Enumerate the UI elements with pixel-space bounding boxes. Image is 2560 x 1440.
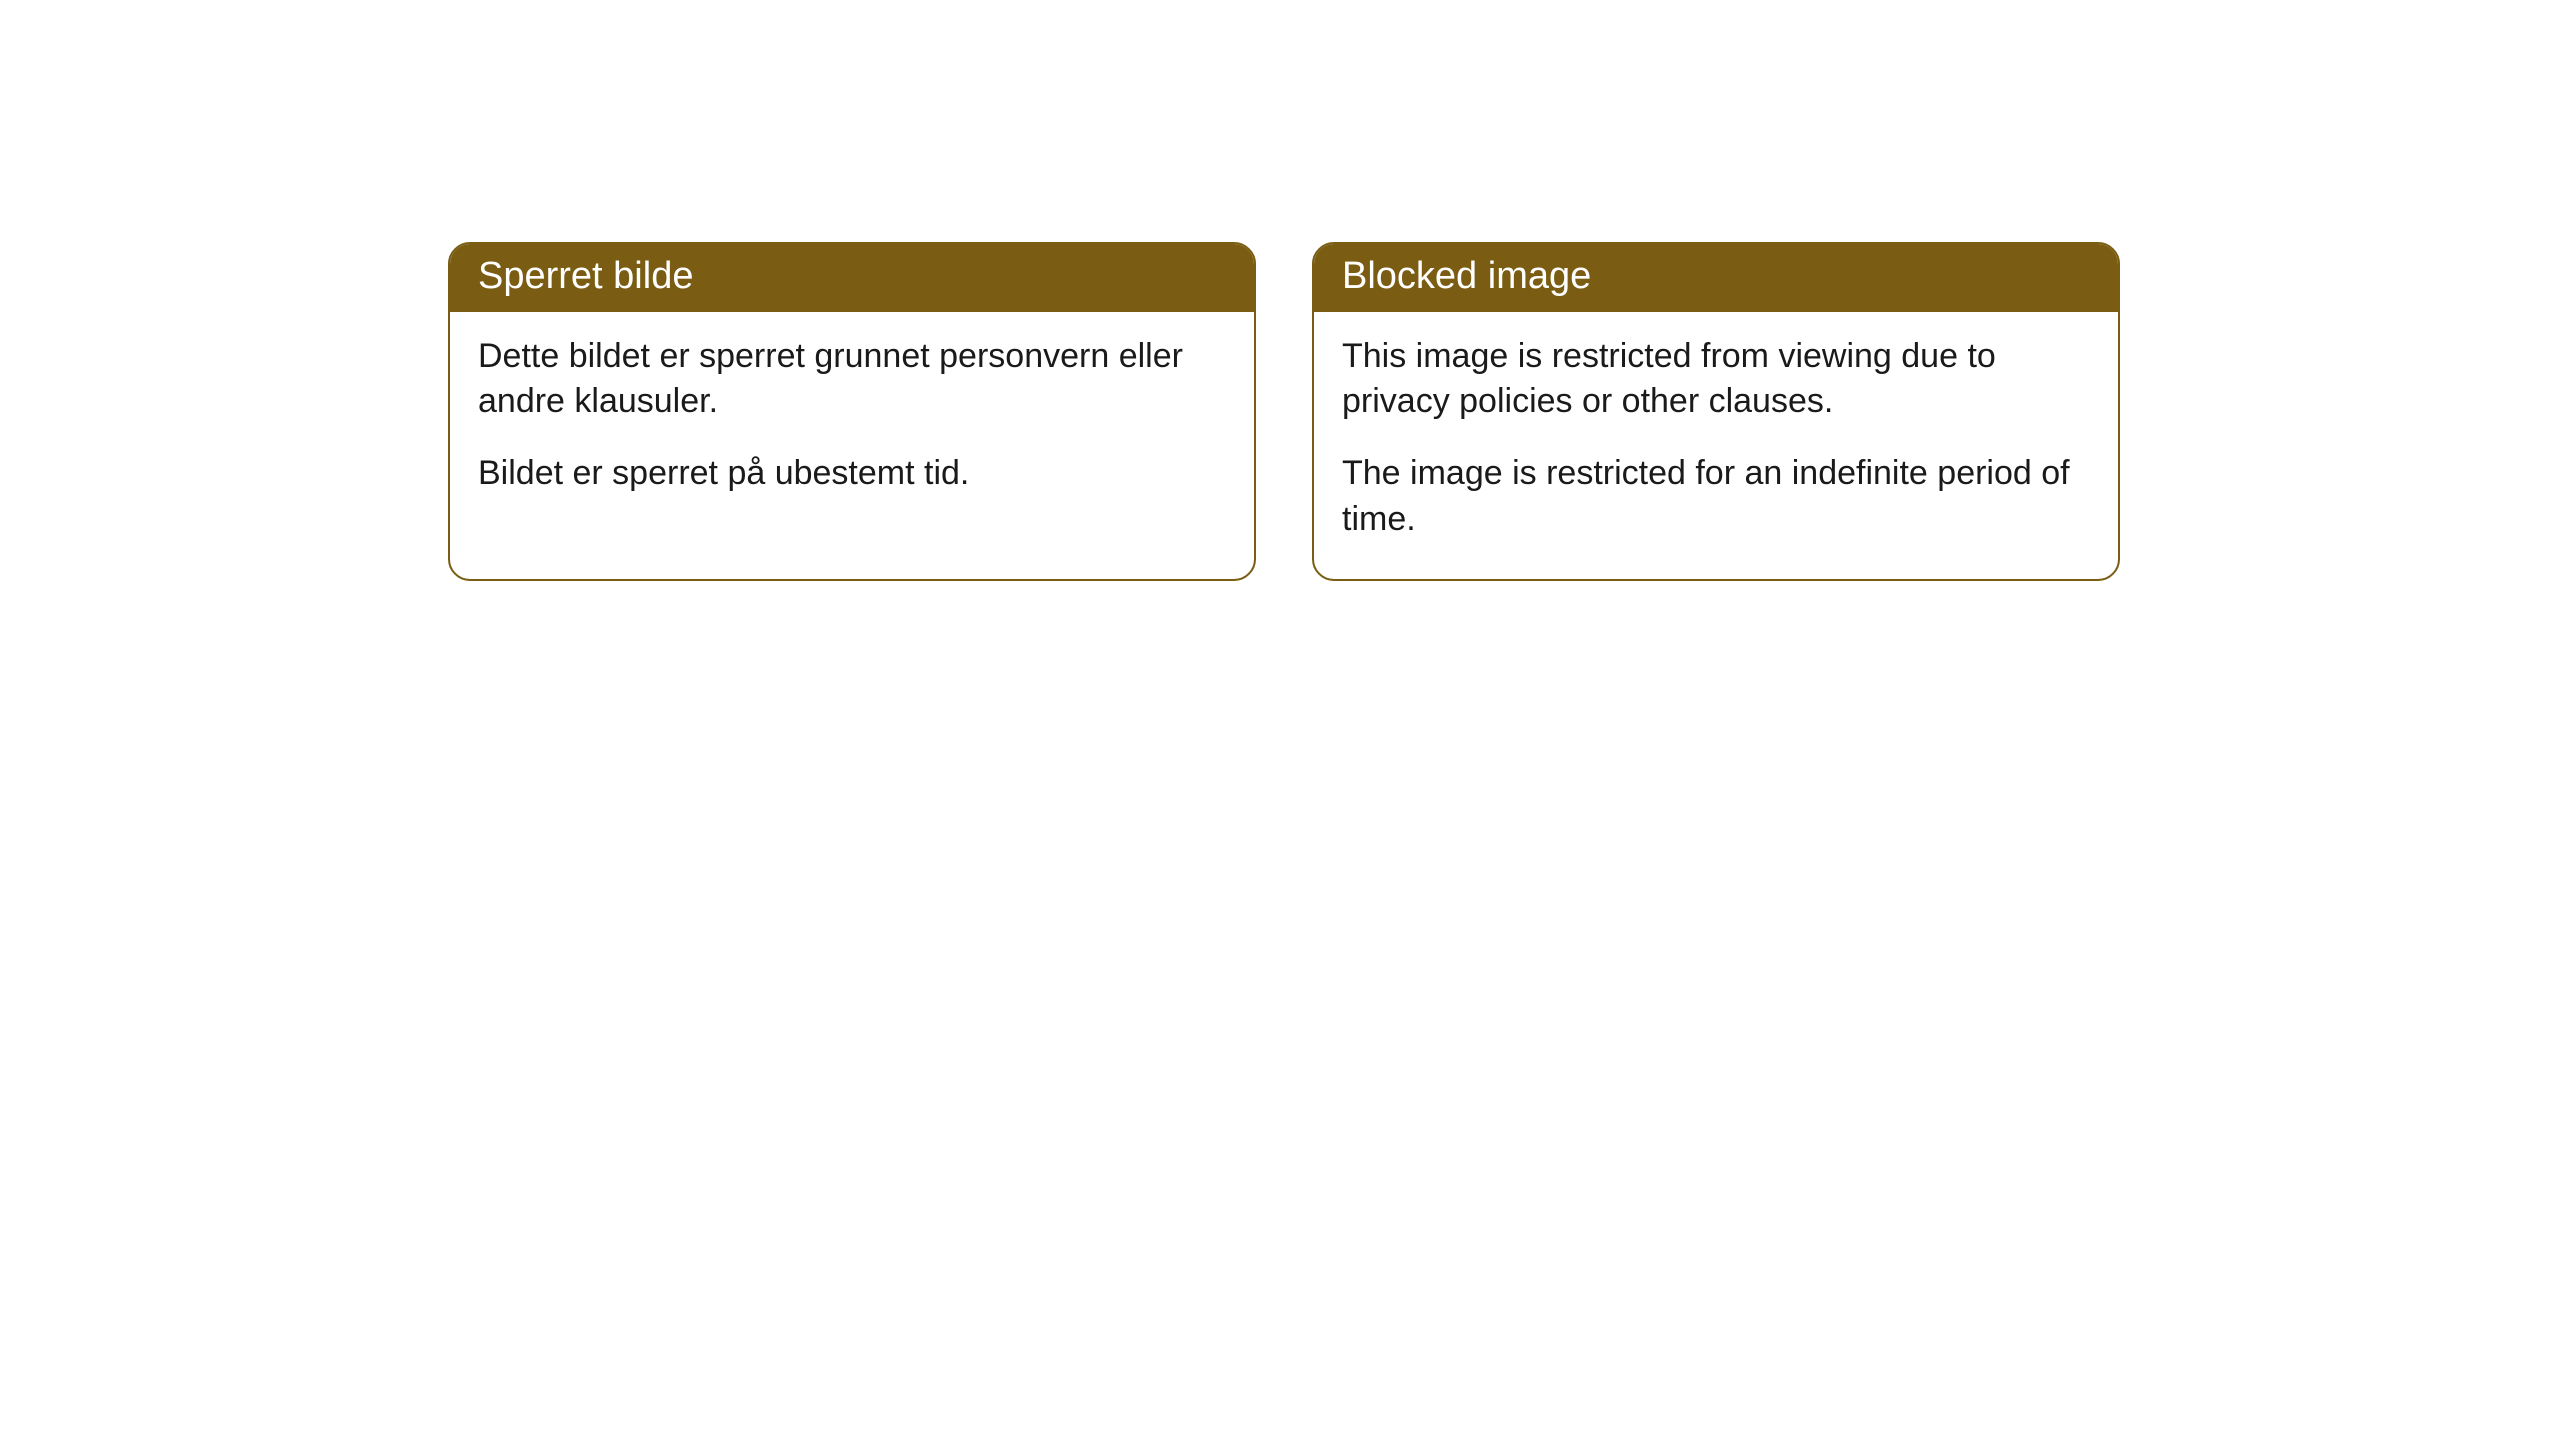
notice-container: Sperret bilde Dette bildet er sperret gr… bbox=[0, 0, 2560, 581]
notice-card-norwegian: Sperret bilde Dette bildet er sperret gr… bbox=[448, 242, 1256, 581]
notice-header-norwegian: Sperret bilde bbox=[450, 244, 1254, 312]
notice-paragraph: Dette bildet er sperret grunnet personve… bbox=[478, 334, 1226, 426]
notice-paragraph: This image is restricted from viewing du… bbox=[1342, 334, 2090, 426]
notice-header-english: Blocked image bbox=[1314, 244, 2118, 312]
notice-body-english: This image is restricted from viewing du… bbox=[1314, 312, 2118, 580]
notice-body-norwegian: Dette bildet er sperret grunnet personve… bbox=[450, 312, 1254, 534]
notice-paragraph: The image is restricted for an indefinit… bbox=[1342, 451, 2090, 543]
notice-paragraph: Bildet er sperret på ubestemt tid. bbox=[478, 451, 1226, 497]
notice-card-english: Blocked image This image is restricted f… bbox=[1312, 242, 2120, 581]
